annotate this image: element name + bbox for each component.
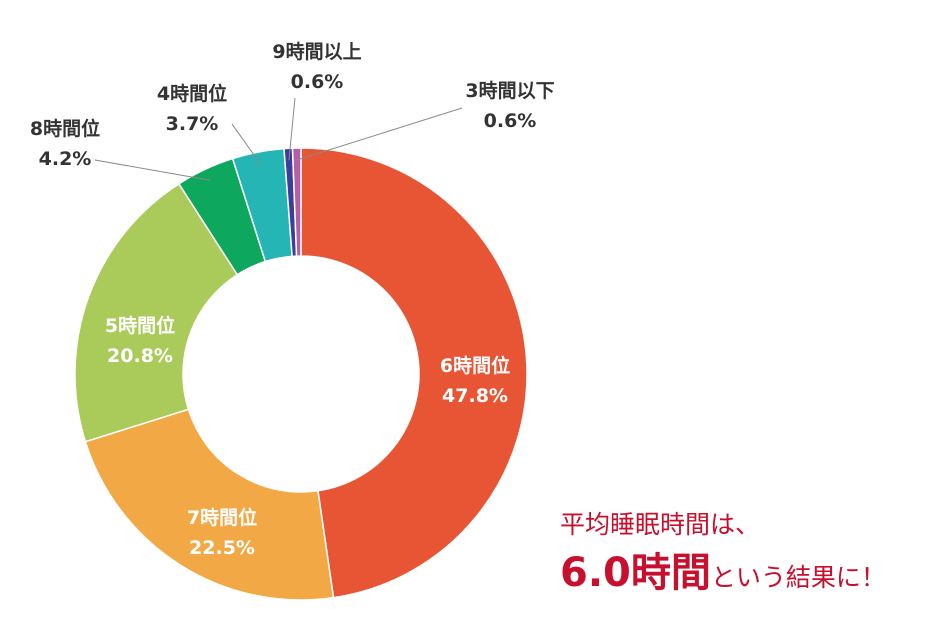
average-sleep-suffix: という結果に！ xyxy=(710,563,886,592)
donut-slice-0 xyxy=(300,147,528,599)
leader-line-4 xyxy=(231,123,261,165)
donut-slice-6 xyxy=(291,147,302,257)
slice-label-2: 5時間位 xyxy=(105,314,175,337)
leader-line-6 xyxy=(296,107,463,161)
slice-label-5: 9時間以上 xyxy=(272,41,361,63)
slice-value-5: 0.6% xyxy=(291,71,344,93)
slice-label-1: 7時間位 xyxy=(187,506,257,529)
leader-line-3 xyxy=(94,159,211,181)
leader-line-5 xyxy=(288,97,296,161)
average-sleep-value: 6.0時間 xyxy=(560,550,711,596)
slice-value-6: 0.6% xyxy=(484,110,537,132)
donut-slice-1 xyxy=(84,408,335,601)
average-sleep-note-line1: 平均睡眠時間は、 xyxy=(560,510,761,539)
average-sleep-note-line2: 6.0時間という結果に！ xyxy=(560,540,886,598)
donut-slice-2 xyxy=(74,182,239,443)
slice-value-1: 22.5% xyxy=(189,537,255,559)
slice-label-4: 4時間位 xyxy=(157,82,227,105)
slice-value-2: 20.8% xyxy=(107,345,173,367)
slice-label-6: 3時間以下 xyxy=(465,80,554,102)
slice-label-0: 6時間位 xyxy=(440,354,510,377)
slice-value-3: 4.2% xyxy=(39,148,92,170)
slice-value-4: 3.7% xyxy=(166,113,219,135)
slice-value-0: 47.8% xyxy=(442,385,508,407)
slice-label-3: 8時間位 xyxy=(30,117,100,140)
